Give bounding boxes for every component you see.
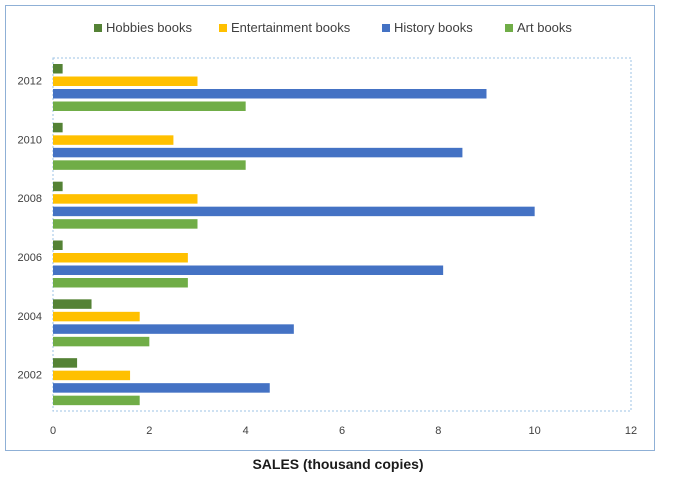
x-tick-label-4: 4 bbox=[243, 425, 249, 437]
x-tick-label-8: 8 bbox=[435, 425, 441, 437]
plot-area bbox=[52, 57, 632, 412]
legend-item-0: Hobbies books bbox=[94, 20, 192, 35]
bar-hobbies-books-2006 bbox=[53, 240, 63, 250]
bar-entertainment-books-2008 bbox=[53, 194, 198, 204]
bars bbox=[53, 64, 535, 406]
x-tick-label-2: 2 bbox=[146, 425, 152, 437]
bar-entertainment-books-2012 bbox=[53, 76, 198, 86]
bar-art-books-2008 bbox=[53, 219, 198, 229]
legend-item-1: Entertainment books bbox=[219, 20, 351, 35]
x-tick-label-6: 6 bbox=[339, 425, 345, 437]
bar-hobbies-books-2008 bbox=[53, 181, 63, 192]
bar-history-books-2008 bbox=[53, 206, 535, 217]
legend-swatch bbox=[94, 24, 102, 32]
category-2010 bbox=[53, 122, 463, 170]
bar-art-books-2002 bbox=[53, 395, 140, 406]
x-axis-ticks: 0 2 4 6 8 10 12 bbox=[50, 425, 637, 437]
bar-history-books-2002 bbox=[53, 383, 270, 393]
category-2012 bbox=[53, 64, 487, 111]
y-axis-ticks: 2002 2004 2006 2008 2010 2012 bbox=[18, 76, 42, 382]
bar-entertainment-books-2006 bbox=[53, 253, 188, 263]
legend: Hobbies books Entertainment books History … bbox=[94, 20, 572, 35]
bar-hobbies-books-2012 bbox=[53, 64, 63, 74]
bar-entertainment-books-2010 bbox=[53, 135, 174, 145]
bar-hobbies-books-2010 bbox=[53, 122, 63, 133]
legend-label: History books bbox=[394, 20, 473, 35]
x-tick-label-10: 10 bbox=[529, 425, 541, 437]
legend-swatch bbox=[382, 24, 390, 32]
bar-entertainment-books-2004 bbox=[53, 311, 140, 322]
bar-history-books-2004 bbox=[53, 324, 294, 334]
category-2004 bbox=[53, 299, 294, 347]
bar-art-books-2006 bbox=[53, 278, 188, 288]
category-2002 bbox=[53, 358, 270, 406]
y-tick-label-2008: 2008 bbox=[18, 193, 42, 205]
x-axis-label: SALES (thousand copies) bbox=[252, 456, 424, 472]
bar-history-books-2006 bbox=[53, 265, 444, 275]
bar-art-books-2010 bbox=[53, 160, 246, 170]
x-tick-label-0: 0 bbox=[50, 425, 56, 437]
y-tick-label-2012: 2012 bbox=[18, 76, 42, 88]
y-tick-label-2006: 2006 bbox=[18, 252, 42, 264]
x-tick-label-12: 12 bbox=[625, 425, 637, 437]
bar-entertainment-books-2002 bbox=[53, 370, 131, 381]
bar-art-books-2012 bbox=[53, 101, 246, 111]
y-tick-label-2002: 2002 bbox=[18, 370, 42, 382]
category-2006 bbox=[53, 240, 444, 288]
bar-hobbies-books-2002 bbox=[53, 358, 78, 368]
legend-label: Entertainment books bbox=[231, 20, 351, 35]
legend-label: Art books bbox=[517, 20, 572, 35]
bar-hobbies-books-2004 bbox=[53, 299, 92, 309]
legend-item-3: Art books bbox=[505, 20, 572, 35]
y-tick-label-2004: 2004 bbox=[18, 311, 42, 323]
bar-history-books-2010 bbox=[53, 147, 463, 158]
legend-item-2: History books bbox=[382, 20, 473, 35]
legend-label: Hobbies books bbox=[106, 20, 192, 35]
category-2008 bbox=[53, 181, 535, 229]
bar-history-books-2012 bbox=[53, 89, 487, 99]
legend-swatch bbox=[219, 24, 227, 32]
legend-swatch bbox=[505, 24, 513, 32]
bar-art-books-2004 bbox=[53, 336, 150, 347]
y-tick-label-2010: 2010 bbox=[18, 134, 42, 146]
